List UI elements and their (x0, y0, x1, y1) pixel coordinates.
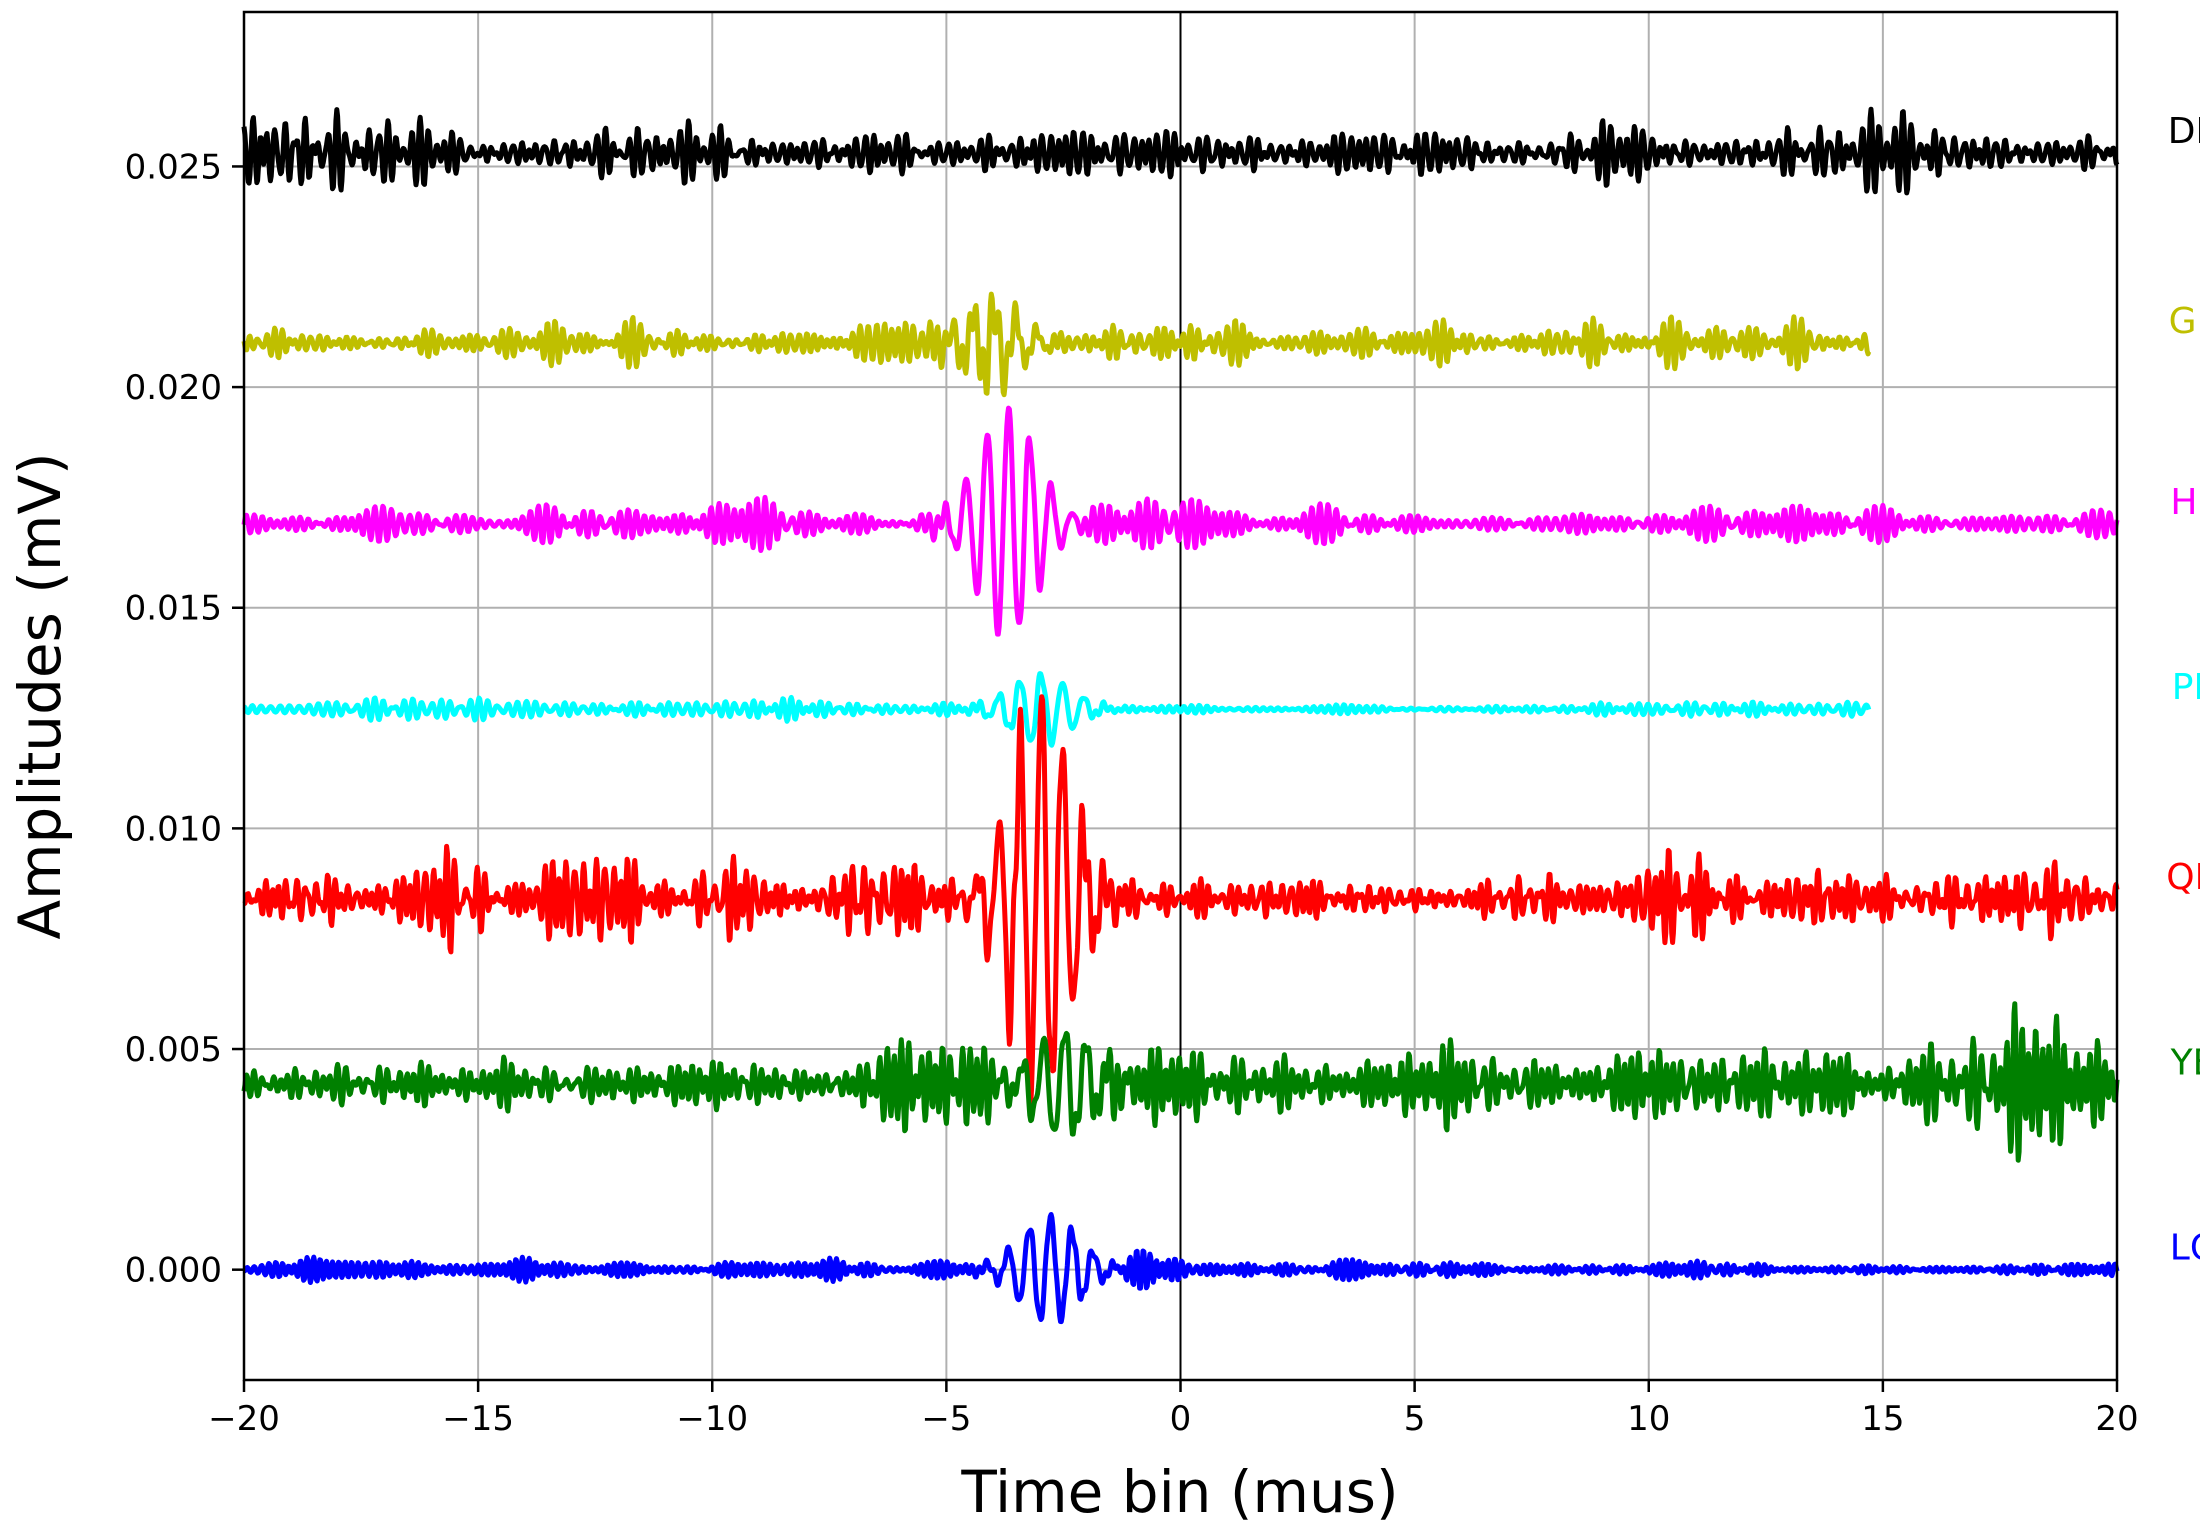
series-line-qh (242, 694, 2120, 1108)
x-tick-label: −20 (208, 1399, 280, 1439)
x-tick-label: 5 (1404, 1399, 1426, 1439)
series-line-lq (242, 1212, 2120, 1325)
series-label-lq: LQ (2170, 1228, 2200, 1269)
grid-layer (243, 12, 2118, 1380)
x-tick-label: 15 (1861, 1399, 1904, 1439)
x-tick-label: −15 (442, 1399, 514, 1439)
series-label-yb: YB (2170, 1042, 2200, 1083)
y-tick-label: 0.000 (125, 1251, 222, 1291)
x-tick-label: −10 (676, 1399, 748, 1439)
y-axis-ticks: 0.000 0.005 0.010 0.015 0.020 0.025 (125, 147, 244, 1291)
y-axis-title: Amplitudes (mV) (6, 452, 74, 939)
series-line-ge (241, 291, 1872, 398)
y-tick-label: 0.010 (125, 809, 222, 849)
series-label-qh: QH (2166, 857, 2200, 898)
series-label-pe: PE (2172, 667, 2200, 708)
y-tick-label: 0.005 (125, 1030, 222, 1070)
y-tick-label: 0.015 (125, 589, 222, 629)
series-line-yb (241, 1001, 2120, 1163)
series-line-hl (241, 405, 2120, 637)
series-label-db: DB (2168, 111, 2200, 152)
y-tick-label: 0.025 (125, 147, 222, 187)
x-tick-label: 20 (2095, 1399, 2138, 1439)
series-labels: DB GE HL PE QH YB LQ (2166, 111, 2200, 1268)
x-axis-title: Time bin (mus) (960, 1458, 1398, 1526)
series-line-db (241, 106, 2120, 196)
x-tick-label: −5 (921, 1399, 971, 1439)
x-axis-ticks: −20 −15 −10 −5 0 5 10 15 20 (208, 1380, 2139, 1439)
series-label-hl: HL (2170, 482, 2200, 523)
series-line-pe (242, 671, 1872, 748)
y-tick-label: 0.020 (125, 368, 222, 408)
series-label-ge: GE (2169, 301, 2200, 342)
x-tick-label: 10 (1627, 1399, 1670, 1439)
x-tick-label: 0 (1170, 1399, 1192, 1439)
series-layer (241, 106, 2120, 1325)
